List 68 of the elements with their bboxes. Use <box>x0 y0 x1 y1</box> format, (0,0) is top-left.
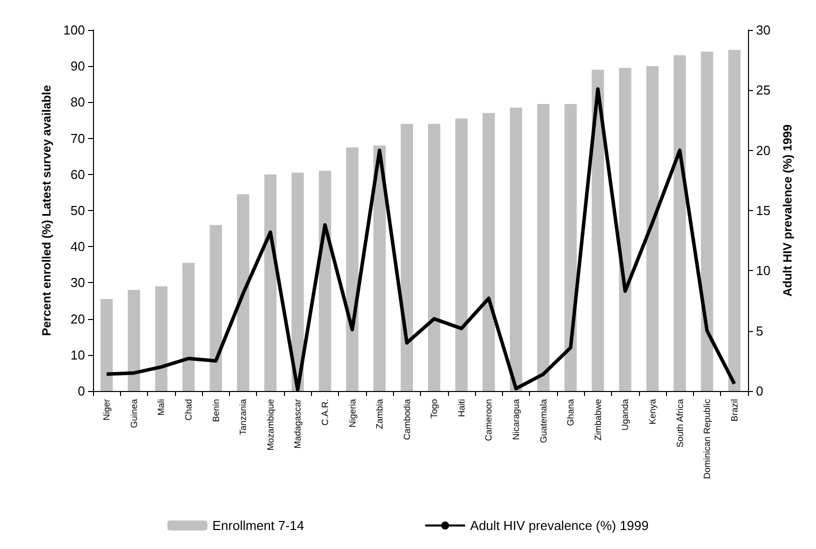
bar <box>482 113 495 391</box>
x-tick-label: Mozambique <box>265 399 276 451</box>
bar <box>155 286 168 391</box>
bar <box>674 55 686 391</box>
bar <box>510 108 522 391</box>
legend-label: Adult HIV prevalence (%) 1999 <box>470 518 649 533</box>
y2-tick-label: 10 <box>756 263 770 278</box>
x-tick-label: Niger <box>102 399 112 421</box>
bar <box>537 104 550 391</box>
y-tick-label: 40 <box>70 239 85 254</box>
y-tick-label: 80 <box>70 94 85 110</box>
x-tick-label: Mali <box>156 399 166 416</box>
bar <box>564 104 577 391</box>
x-tick-label: Chad <box>184 399 194 421</box>
x-tick-label: Benin <box>210 399 221 422</box>
bar <box>428 124 440 391</box>
bar <box>318 170 332 391</box>
x-tick-label: Zambia <box>374 399 385 430</box>
legend-label: Enrollment 7-14 <box>212 518 304 533</box>
bar <box>646 66 659 391</box>
x-tick-label: Guinea <box>128 399 139 428</box>
bar <box>292 172 304 391</box>
bar <box>128 290 140 391</box>
y-tick-label: 70 <box>70 130 85 146</box>
x-tick-label: Cameroon <box>484 399 494 442</box>
bar <box>728 50 740 391</box>
y2-tick-label: 0 <box>756 384 764 398</box>
bar <box>236 194 250 391</box>
bar <box>400 124 413 391</box>
bar <box>182 262 195 391</box>
y-tick-label: 60 <box>70 166 85 182</box>
x-tick-label: Zimbabwe <box>592 399 603 441</box>
x-tick-label: Uganda <box>620 399 630 431</box>
y-tick-label: 20 <box>70 311 85 326</box>
x-tick-label: Dominican Republic <box>702 398 712 480</box>
bar <box>619 68 632 391</box>
bar <box>210 224 222 391</box>
y2-tick-label: 15 <box>756 203 770 218</box>
y2-tick-label: 30 <box>756 22 770 38</box>
x-tick-label: Brazil <box>729 399 740 422</box>
y-tick-label: 90 <box>70 58 85 74</box>
x-tick-label: Guatemala <box>538 399 548 444</box>
y-tick-label: 10 <box>70 347 85 362</box>
bar <box>700 52 714 391</box>
x-tick-label: South Africa <box>674 399 685 448</box>
y-tick-label: 50 <box>70 203 85 218</box>
y-tick-label: 30 <box>70 275 85 290</box>
y-tick-label: 100 <box>63 22 85 38</box>
x-tick-label: Togo <box>429 399 440 419</box>
bar <box>455 118 468 391</box>
x-tick-label: Haiti <box>456 399 466 418</box>
x-tick-label: Tanzania <box>238 399 248 436</box>
bar <box>264 174 277 391</box>
bar <box>346 147 358 391</box>
x-tick-label: Nicaragua <box>511 399 522 440</box>
x-tick-label: Nigeria <box>347 399 358 428</box>
x-tick-label: Cambodia <box>402 399 412 440</box>
x-tick-label: Kenya <box>647 399 658 425</box>
x-tick-label: Madagascar <box>292 399 303 449</box>
y-axis-title: Percent enrolled (%) Latest survey available <box>39 84 54 336</box>
y2-tick-label: 5 <box>756 323 764 338</box>
y-tick-label: 0 <box>78 384 85 398</box>
bar <box>100 298 113 391</box>
x-tick-label: Ghana <box>566 399 576 426</box>
y2-tick-label: 20 <box>756 142 770 158</box>
y2-axis-title: Adult HIV prevalence (%) 1999 <box>780 124 794 297</box>
x-tick-label: C.A.R. <box>320 399 330 426</box>
y2-tick-label: 25 <box>756 82 770 98</box>
